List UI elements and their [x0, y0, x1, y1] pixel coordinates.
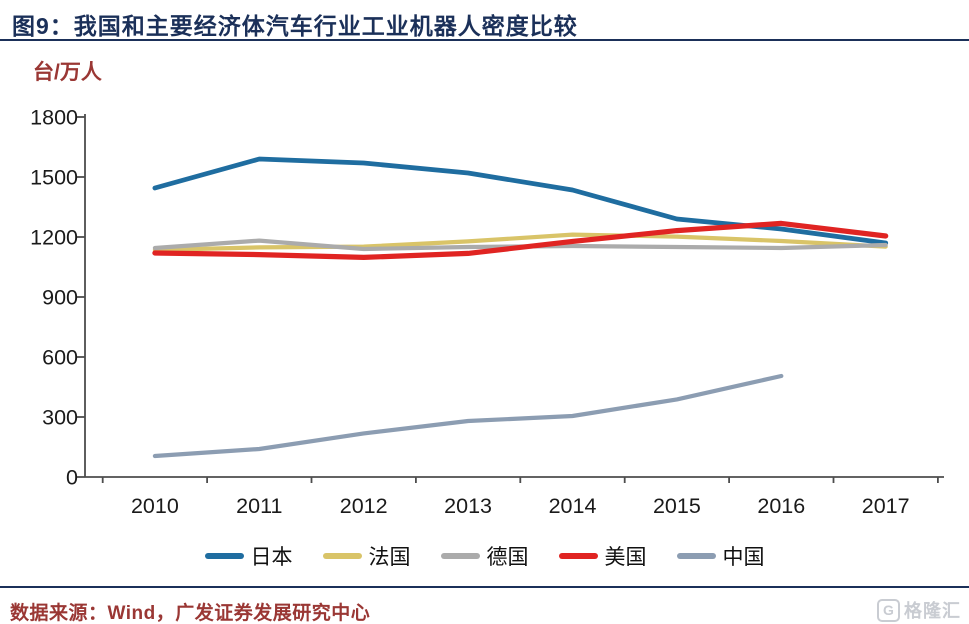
- y-axis-label: 1800: [30, 106, 78, 130]
- legend-item: 法国: [322, 541, 411, 571]
- y-axis-label: 1200: [30, 226, 78, 250]
- legend-label: 法国: [368, 546, 411, 569]
- legend-item: 日本: [204, 541, 293, 571]
- chart-legend: 日本 法国 德国 美国 中国: [0, 541, 969, 571]
- legend-label: 中国: [722, 546, 765, 569]
- series-line-日本: [152, 156, 889, 246]
- legend-item: 德国: [440, 541, 529, 571]
- y-axis-label: 600: [42, 346, 78, 370]
- watermark: G 格隆汇: [877, 597, 961, 623]
- figure-title: 图9：我国和主要经济体汽车行业工业机器人密度比较: [12, 13, 578, 39]
- x-axis-label: 2013: [444, 494, 492, 518]
- y-axis-unit-label: 台/万人: [33, 61, 102, 84]
- x-axis-label: 2010: [131, 494, 179, 518]
- legend-item: 中国: [676, 541, 765, 571]
- y-axis-label: 1500: [30, 166, 78, 190]
- data-source: 数据来源：Wind，广发证券发展研究中心: [10, 603, 371, 624]
- x-axis-label: 2012: [340, 494, 388, 518]
- footer-divider: [0, 586, 969, 588]
- legend-swatch: [204, 553, 244, 559]
- x-axis-label: 2017: [862, 494, 910, 518]
- legend-swatch: [676, 553, 716, 559]
- legend-label: 美国: [604, 546, 647, 569]
- series-line-法国: [152, 232, 888, 253]
- x-axis-label: 2011: [236, 494, 282, 518]
- series-line-美国: [152, 220, 889, 260]
- x-axis-label: 2014: [549, 494, 597, 518]
- legend-item: 美国: [558, 541, 647, 571]
- y-axis-label: 300: [42, 406, 78, 430]
- series-line-中国: [152, 373, 784, 459]
- legend-label: 德国: [486, 546, 529, 569]
- x-axis-label: 2015: [653, 494, 701, 518]
- legend-swatch: [322, 553, 362, 559]
- y-axis-label: 0: [66, 466, 78, 490]
- watermark-text: 格隆汇: [904, 601, 961, 621]
- y-axis-label: 900: [42, 286, 78, 310]
- legend-swatch: [558, 553, 598, 559]
- series-line-德国: [152, 238, 888, 252]
- x-axis-label: 2016: [757, 494, 805, 518]
- legend-swatch: [440, 553, 480, 559]
- gelonghui-logo-icon: G: [877, 598, 900, 622]
- title-underline: [0, 39, 969, 41]
- axes: [84, 114, 944, 478]
- legend-label: 日本: [250, 546, 293, 569]
